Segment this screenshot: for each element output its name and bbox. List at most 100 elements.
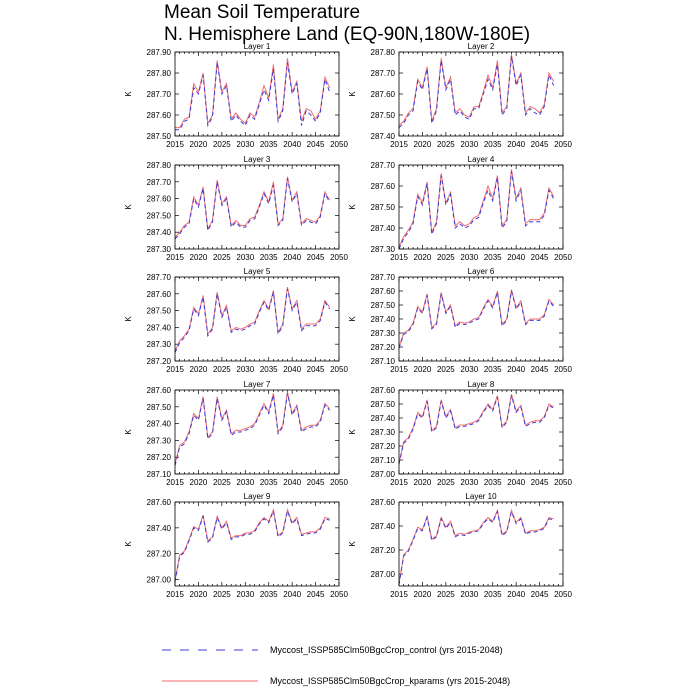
x-tick-label: 2035: [260, 590, 278, 599]
y-tick-label: 287.40: [371, 132, 396, 141]
x-tick-label: 2020: [414, 478, 432, 487]
y-tick-label: 287.40: [371, 224, 396, 233]
legend: Myccost_ISSP585Clm50BgcCrop_control (yrs…: [162, 645, 510, 686]
series-line-control: [175, 178, 330, 238]
x-tick-label: 2030: [236, 478, 254, 487]
y-tick-label: 287.50: [371, 400, 396, 409]
plot-frame: [175, 277, 339, 361]
x-tick-label: 2025: [437, 365, 455, 374]
y-tick-label: 287.40: [371, 522, 396, 531]
y-tick-label: 287.20: [371, 442, 396, 451]
x-tick-label: 2025: [213, 365, 231, 374]
y-tick-label: 287.50: [147, 307, 172, 316]
x-tick-label: 2025: [213, 253, 231, 262]
y-tick-label: 287.40: [147, 524, 172, 533]
y-tick-label: 287.60: [147, 498, 172, 507]
x-tick-label: 2050: [330, 253, 348, 262]
x-tick-label: 2015: [390, 590, 408, 599]
panel-title: Layer 8: [468, 380, 495, 389]
x-tick-label: 2030: [236, 253, 254, 262]
x-tick-label: 2035: [260, 140, 278, 149]
x-tick-label: 2040: [283, 590, 301, 599]
x-tick-label: 2015: [166, 365, 184, 374]
panel-layer-9: Layer 9K2015 2020 2025 2030 2035 2040 2045 2050…: [124, 492, 348, 599]
y-tick-label: 287.20: [371, 343, 396, 352]
x-tick-label: 2040: [507, 590, 525, 599]
x-tick-label: 2045: [307, 478, 325, 487]
x-tick-label: 2045: [307, 140, 325, 149]
y-tick-label: 287.30: [147, 340, 172, 349]
panel-layer-8: Layer 8 K 2015 2020 2025 2030 2035 2040 2045 2050…: [348, 380, 572, 487]
series-line-control: [399, 56, 554, 127]
figure-title-line1: Mean Soil Temperature: [164, 2, 360, 23]
y-axis-label: K: [124, 541, 133, 547]
x-tick-label: 2015: [390, 140, 408, 149]
chart-panels: Layer 1 K 2015 2020 2025 2030 2035 2040 2045 2050…: [124, 42, 572, 599]
series-line-kparams: [399, 169, 554, 247]
x-tick-label: 2045: [531, 478, 549, 487]
y-tick-label: 287.60: [147, 195, 172, 204]
x-tick-label: 2040: [283, 253, 301, 262]
y-tick-label: 287.40: [147, 420, 172, 429]
plot-frame: [175, 390, 339, 474]
y-tick-label: 287.70: [147, 178, 172, 187]
plot-frame: [399, 502, 563, 586]
x-tick-label: 2025: [213, 140, 231, 149]
y-tick-label: 287.70: [147, 273, 172, 282]
x-tick-label: 2015: [390, 253, 408, 262]
x-tick-label: 2020: [190, 365, 208, 374]
series-line-control: [175, 289, 330, 353]
legend-label-control: Myccost_ISSP585Clm50BgcCrop_control (yrs…: [270, 645, 503, 655]
x-tick-label: 2045: [531, 365, 549, 374]
series-line-kparams: [175, 177, 330, 237]
x-tick-label: 2035: [260, 253, 278, 262]
x-tick-label: 2030: [460, 253, 478, 262]
y-tick-label: 287.50: [371, 301, 396, 310]
y-tick-label: 287.20: [147, 550, 172, 559]
x-tick-label: 2045: [531, 590, 549, 599]
soil-temperature-figure: Mean Soil Temperature N. Hemisphere Land…: [0, 0, 700, 700]
series-line-kparams: [399, 54, 554, 125]
plot-frame: [399, 52, 563, 136]
x-tick-label: 2050: [330, 478, 348, 487]
x-tick-label: 2050: [330, 365, 348, 374]
y-tick-label: 287.40: [147, 323, 172, 332]
series-line-kparams: [175, 392, 330, 464]
x-tick-label: 2045: [531, 253, 549, 262]
x-tick-label: 2035: [484, 140, 502, 149]
panel-title: Layer 6: [468, 267, 495, 276]
y-tick-label: 287.70: [147, 90, 172, 99]
y-axis-label: K: [124, 91, 133, 97]
x-tick-label: 2025: [437, 253, 455, 262]
x-tick-label: 2050: [554, 590, 572, 599]
y-axis-label: K: [348, 541, 357, 547]
y-tick-label: 287.50: [371, 111, 396, 120]
panel-title: Layer 4: [468, 155, 495, 164]
y-tick-label: 287.60: [371, 182, 396, 191]
x-tick-label: 2050: [330, 140, 348, 149]
panel-layer-6: Layer 6K2015 2020 2025 2030 2035 2040 2045 2050…: [348, 267, 572, 374]
x-tick-label: 2020: [190, 253, 208, 262]
y-tick-label: 287.60: [147, 290, 172, 299]
x-tick-label: 2025: [437, 478, 455, 487]
x-tick-label: 2020: [190, 478, 208, 487]
y-tick-label: 287.10: [371, 456, 396, 465]
y-tick-label: 287.10: [147, 470, 172, 479]
y-axis-label: K: [348, 91, 357, 97]
panel-title: Layer 7: [244, 380, 271, 389]
x-tick-label: 2025: [437, 590, 455, 599]
panel-title: Layer 9: [244, 492, 271, 501]
y-tick-label: 287.00: [371, 570, 396, 579]
x-tick-label: 2050: [554, 478, 572, 487]
series-line-kparams: [175, 510, 330, 581]
y-tick-label: 287.60: [371, 386, 396, 395]
x-tick-label: 2040: [507, 140, 525, 149]
x-tick-label: 2050: [330, 590, 348, 599]
panel-layer-1: Layer 1K2015 2020 2025 2030 2035 2040 2045 2050…: [124, 42, 348, 149]
y-tick-label: 287.00: [147, 576, 172, 585]
y-tick-label: 287.80: [147, 161, 172, 170]
y-axis-label: K: [124, 204, 133, 210]
x-tick-label: 2015: [166, 253, 184, 262]
x-tick-label: 2040: [283, 365, 301, 374]
series-line-kparams: [399, 290, 554, 347]
